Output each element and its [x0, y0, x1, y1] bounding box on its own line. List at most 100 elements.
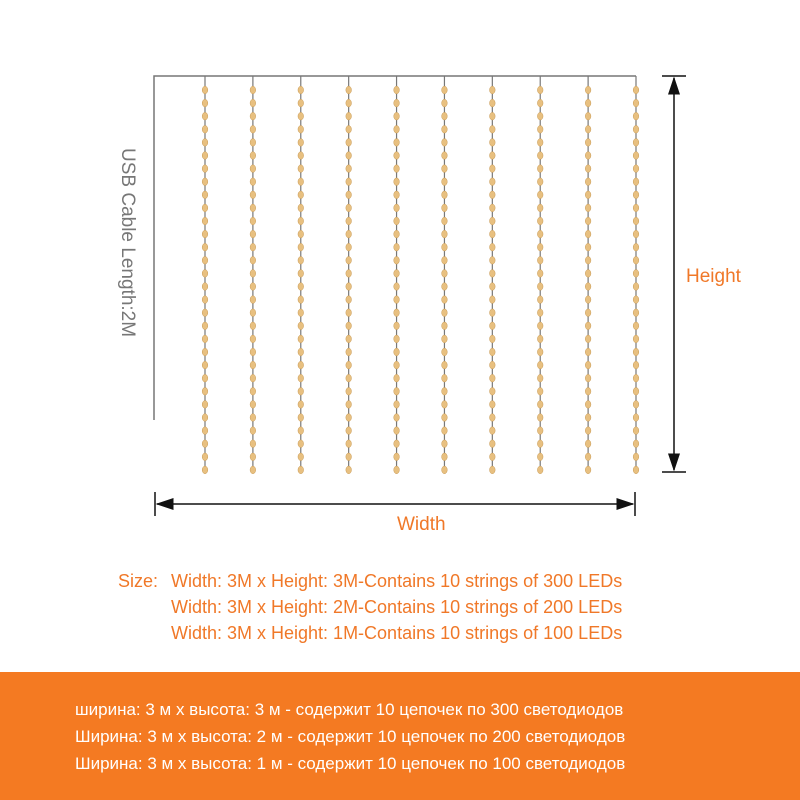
led-bulb: [201, 177, 209, 186]
led-bulb: [489, 216, 496, 226]
led-bulb: [441, 400, 448, 409]
led-bulb: [345, 243, 352, 252]
led-bulb: [297, 347, 304, 357]
led-bulb: [297, 321, 304, 330]
led-bulb: [201, 230, 209, 239]
led-bulb: [249, 334, 256, 343]
led-bulb: [489, 85, 496, 95]
led-bulb: [537, 230, 544, 239]
led-bulb: [489, 347, 496, 357]
led-bulb: [585, 387, 592, 396]
led-bulb: [393, 216, 400, 226]
led-bulb: [537, 151, 544, 160]
led-bulb: [585, 426, 592, 435]
led-bulb: [632, 374, 640, 383]
led-bulb: [441, 439, 448, 448]
led-bulb: [537, 125, 544, 134]
led-bulb: [489, 243, 496, 252]
led-bulb: [393, 387, 400, 396]
led-bulb: [393, 308, 400, 317]
led-bulb: [345, 308, 352, 317]
led-bulb: [441, 230, 448, 239]
led-bulb: [537, 203, 544, 212]
led-bulb: [297, 282, 304, 291]
height-label: Height: [686, 266, 741, 287]
led-bulb: [632, 112, 640, 121]
led-bulb: [537, 269, 544, 278]
led-bulb: [489, 190, 496, 199]
led-bulb: [441, 164, 448, 173]
led-bulb: [201, 452, 209, 461]
banner-line: ширина: 3 м x высота: 3 м - содержит 10 …: [75, 700, 624, 719]
led-bulb: [249, 400, 256, 409]
led-string: [441, 76, 448, 474]
led-bulb: [345, 269, 352, 278]
led-bulb: [632, 125, 640, 134]
led-bulb: [632, 426, 640, 435]
led-bulb: [345, 85, 352, 95]
led-bulb: [632, 138, 640, 147]
led-bulb: [489, 413, 496, 422]
led-bulb: [632, 439, 640, 448]
led-bulb: [393, 269, 400, 278]
led-bulb: [537, 347, 544, 357]
led-bulb: [537, 452, 544, 461]
led-bulb: [249, 138, 256, 147]
led-bulb: [297, 452, 304, 461]
led-bulb: [441, 321, 448, 330]
led-bulb: [585, 374, 592, 383]
led-bulb: [345, 426, 352, 435]
led-bulb: [441, 413, 448, 422]
led-bulb: [489, 439, 496, 448]
led-bulb: [345, 439, 352, 448]
led-bulb: [489, 334, 496, 343]
led-bulb: [297, 164, 304, 173]
led-bulb: [297, 400, 304, 409]
led-bulb: [585, 190, 592, 199]
led-bulb: [201, 256, 209, 265]
led-bulb: [632, 413, 640, 422]
led-bulb: [249, 282, 256, 291]
spec-line: Width: 3M x Height: 3M-Contains 10 strin…: [171, 571, 623, 591]
led-bulb: [201, 269, 209, 278]
led-bulb: [585, 413, 592, 422]
led-bulb: [201, 295, 209, 304]
led-bulb: [297, 413, 304, 422]
led-bulb: [249, 295, 256, 304]
led-bulb: [393, 203, 400, 212]
led-bulb: [632, 99, 640, 108]
led-bulb: [489, 282, 496, 291]
led-bulb: [585, 85, 592, 95]
led-bulb: [201, 334, 209, 343]
led-bulb: [345, 112, 352, 121]
led-bulb: [201, 99, 209, 108]
led-bulb: [345, 321, 352, 330]
led-bulb: [297, 243, 304, 252]
led-bulb: [345, 256, 352, 265]
led-bulb: [489, 151, 496, 160]
led-bulb: [393, 243, 400, 252]
led-bulb: [201, 426, 209, 435]
curtain-light-diagram: [153, 75, 686, 516]
led-bulb: [585, 334, 592, 343]
led-bulb: [297, 374, 304, 383]
led-bulb: [201, 321, 209, 330]
led-bulb: [441, 203, 448, 212]
led-bulb: [537, 413, 544, 422]
led-bulb: [585, 400, 592, 409]
led-bulb: [537, 321, 544, 330]
led-bulb: [393, 400, 400, 409]
led-bulb: [441, 151, 448, 160]
led-bulb: [297, 256, 304, 265]
led-bulb: [249, 308, 256, 317]
led-bulb: [249, 85, 256, 95]
led-bulb: [297, 151, 304, 160]
led-bulb: [585, 321, 592, 330]
led-bulb: [201, 465, 209, 474]
led-bulb: [345, 125, 352, 134]
led-bulb: [201, 243, 209, 252]
led-bulb: [537, 387, 544, 396]
led-bulb: [632, 308, 640, 317]
led-bulb: [585, 452, 592, 461]
led-bulb: [537, 361, 544, 370]
